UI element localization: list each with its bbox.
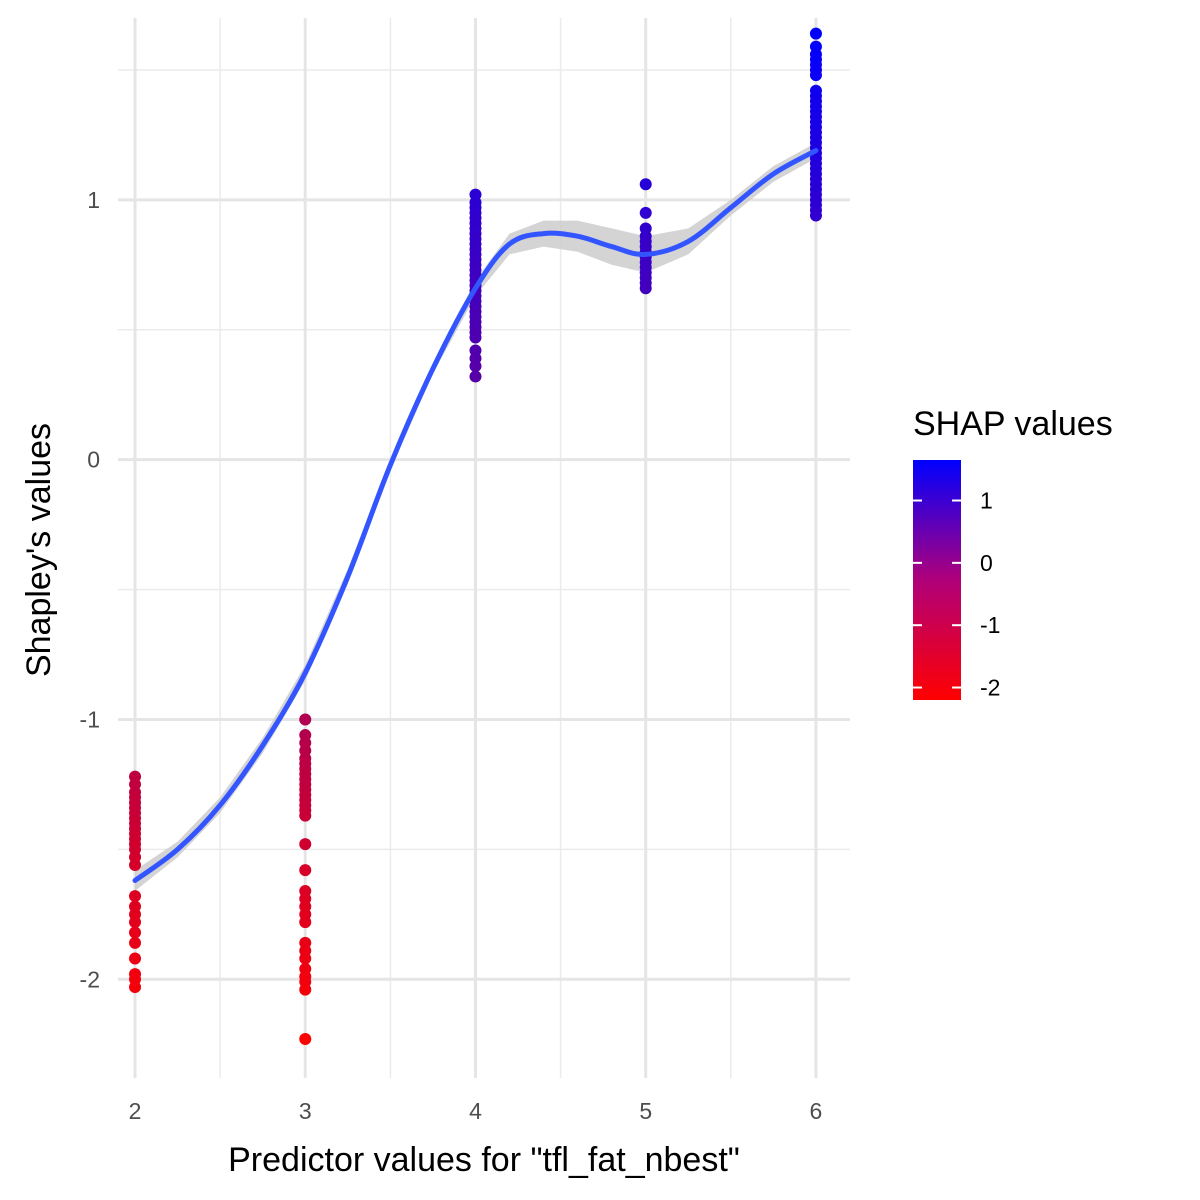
legend-tick-label: -1 (980, 612, 1000, 638)
y-tick-label: -1 (80, 706, 100, 732)
legend-colorbar (913, 460, 961, 700)
minor-gridlines (118, 18, 850, 1078)
data-point (129, 890, 142, 903)
legend-tick-label: 1 (980, 488, 993, 514)
data-point (809, 69, 822, 82)
x-tick-label: 3 (299, 1098, 312, 1124)
legend-ticks: 1 0 -1 -2 (913, 488, 1000, 701)
data-point (809, 209, 822, 222)
data-point (299, 809, 312, 822)
data-point (299, 864, 312, 877)
smooth-trend-line (132, 148, 819, 883)
data-point (469, 370, 482, 383)
data-point (129, 981, 142, 994)
data-point (299, 838, 312, 851)
data-point (639, 282, 652, 295)
x-tick-label: 2 (129, 1098, 142, 1124)
data-point (129, 916, 142, 929)
color-legend: SHAP values 1 0 -1 -2 (913, 405, 1113, 701)
legend-tick-label: 0 (980, 550, 993, 576)
x-tick-label: 6 (810, 1098, 823, 1124)
smooth-line-path (132, 148, 819, 883)
data-point (299, 916, 312, 929)
legend-tick-label: -2 (980, 675, 1000, 701)
data-point (129, 926, 142, 939)
y-tick-label: 0 (87, 447, 100, 473)
data-point (639, 178, 652, 191)
major-gridlines (118, 18, 850, 1078)
data-point (469, 331, 482, 344)
data-point (299, 952, 312, 965)
x-axis-title: Predictor values for "tfl_fat_nbest" (228, 1141, 740, 1179)
x-tick-label: 4 (469, 1098, 482, 1124)
data-point (129, 858, 142, 871)
data-point (809, 27, 822, 40)
data-point (129, 952, 142, 965)
data-point (299, 713, 312, 726)
legend-title: SHAP values (913, 405, 1113, 443)
data-point (129, 936, 142, 949)
data-point (299, 1033, 312, 1046)
data-point (639, 206, 652, 219)
y-tick-label: 1 (87, 187, 100, 213)
y-tick-label: -2 (80, 966, 100, 992)
data-point (469, 360, 482, 373)
data-point (299, 983, 312, 996)
x-tick-label: 5 (639, 1098, 652, 1124)
x-axis-ticks: 2 3 4 5 6 (129, 1098, 823, 1124)
y-axis-title: Shapley's values (20, 423, 58, 677)
y-axis-ticks: -2 -1 0 1 (80, 187, 100, 992)
